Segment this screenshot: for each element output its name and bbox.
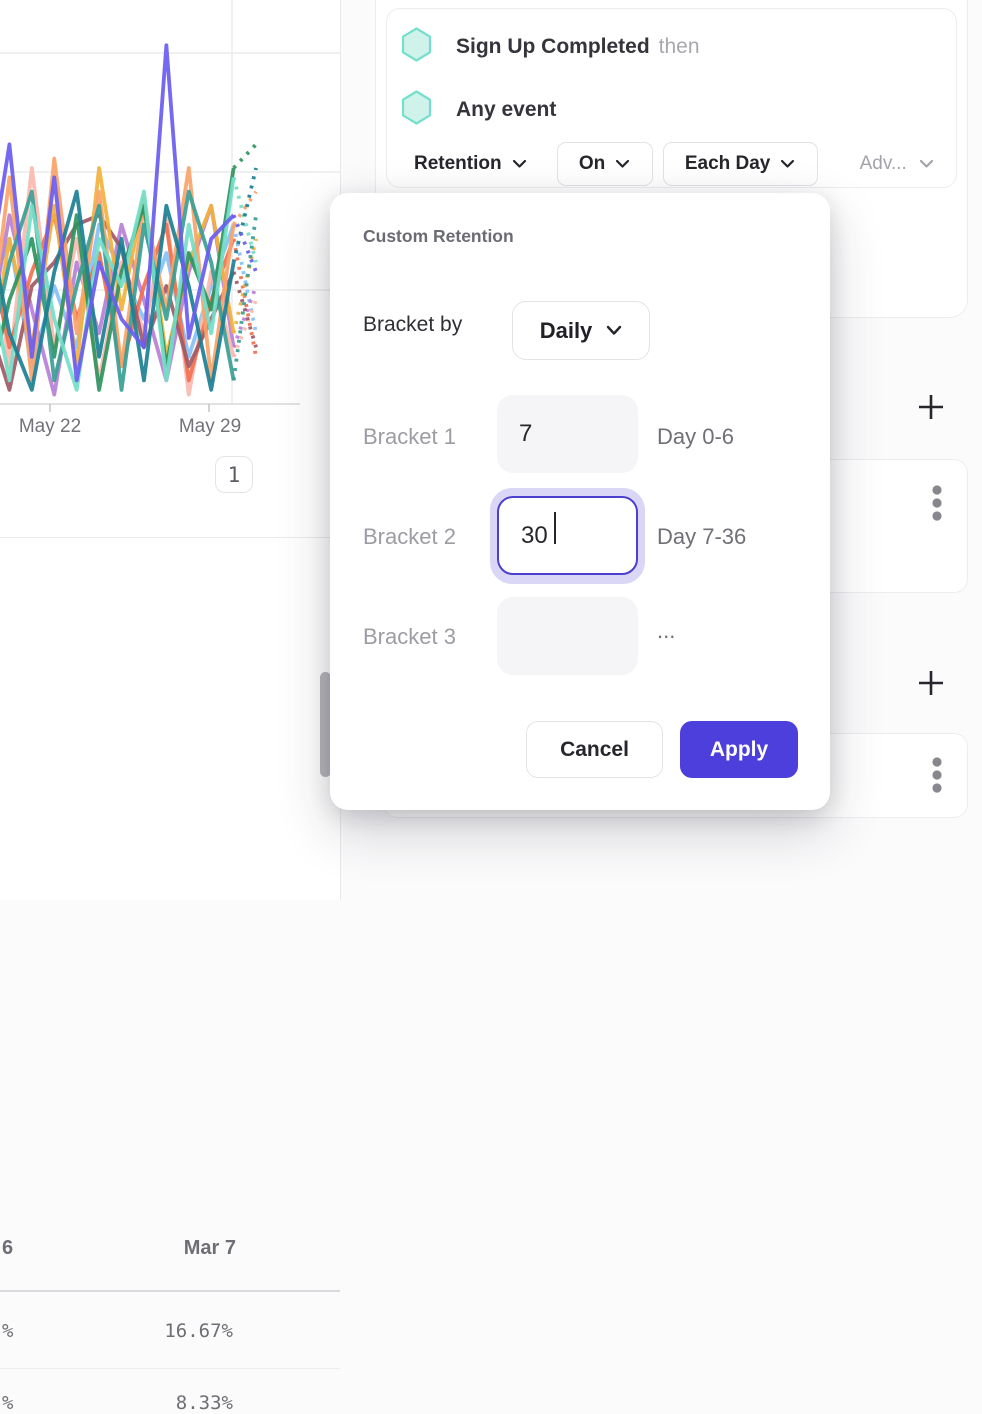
retention-table: 6 Mar 7 % 16.67% % 8.33% [0, 538, 340, 1414]
x-axis-label-may22: May 22 [18, 416, 82, 437]
panel-divider [0, 537, 341, 538]
chart-page-indicator[interactable]: 1 [215, 456, 253, 493]
bracket-3-input[interactable] [497, 597, 638, 675]
chevron-down-icon [780, 159, 795, 169]
chevron-down-icon [615, 159, 630, 169]
measurement-label: Retention [414, 153, 502, 174]
granularity-dropdown[interactable]: Each Day [662, 142, 818, 186]
bracket-by-value: Daily [539, 317, 593, 343]
plus-icon [919, 395, 943, 419]
hexagon-icon [401, 27, 432, 67]
chevron-down-icon [919, 159, 934, 169]
bracket-2-focus-ring [490, 488, 645, 584]
table-scrollbar-thumb[interactable] [320, 672, 331, 777]
event-name: Sign Up Completed then [456, 35, 700, 59]
chevron-down-icon [606, 325, 622, 336]
table-header-border [0, 1290, 340, 1292]
cancel-button[interactable]: Cancel [526, 721, 663, 778]
bracket-3-range: ... [657, 618, 676, 643]
apply-button[interactable]: Apply [680, 721, 798, 778]
table-cell-value: 16.67% [164, 1320, 233, 1342]
table-cell-left-clipped: % [2, 1392, 14, 1414]
bracket-2-range: Day 7-36 [657, 524, 747, 549]
event-name-text: Sign Up Completed [456, 35, 650, 58]
bracket-1-label: Bracket 1 [363, 424, 456, 449]
custom-retention-modal: Custom Retention Bracket by Daily Bracke… [330, 193, 830, 810]
page-number: 1 [227, 462, 241, 487]
on-dropdown[interactable]: On [556, 142, 653, 186]
event-connector: then [658, 35, 700, 58]
x-axis-label-may29: May 29 [178, 416, 242, 437]
chart-series-layer [0, 43, 258, 397]
text-caret [554, 512, 556, 544]
event-step-1[interactable]: Sign Up Completed then [401, 27, 700, 67]
table-header-left-clipped: 6 [2, 1237, 14, 1259]
modal-title: Custom Retention [363, 226, 514, 246]
query-controls-row: Retention On Each Day Adv... [402, 142, 934, 186]
event-name: Any event [456, 98, 557, 121]
kebab-menu-icon[interactable] [931, 756, 943, 798]
modal-footer: Cancel Apply [330, 715, 830, 778]
chevron-down-icon [512, 159, 527, 169]
kebab-menu-icon[interactable] [931, 484, 943, 526]
advanced-dropdown[interactable]: Adv... [860, 153, 934, 175]
table-header-mar7: Mar 7 [183, 1237, 236, 1259]
bracket-1-input[interactable] [497, 395, 638, 473]
events-card: Sign Up Completed then Any event Retentio… [386, 8, 957, 188]
table-cell-value: 8.33% [175, 1392, 233, 1414]
bracket-1-range: Day 0-6 [657, 424, 735, 449]
hexagon-icon [401, 90, 432, 130]
bracket-by-label: Bracket by [363, 313, 463, 336]
event-step-2[interactable]: Any event [401, 90, 556, 130]
bracket-2-label: Bracket 2 [363, 524, 456, 549]
bracket-by-dropdown[interactable]: Daily [512, 301, 650, 360]
add-step-button[interactable] [917, 393, 945, 421]
on-label: On [578, 153, 606, 174]
table-cell-left-clipped: % [2, 1320, 14, 1342]
advanced-label: Adv... [859, 153, 907, 174]
plus-icon [919, 671, 943, 695]
table-row-border [0, 1368, 340, 1369]
add-step-button[interactable] [917, 669, 945, 697]
measurement-dropdown[interactable]: Retention [402, 153, 539, 175]
retention-chart [0, 0, 341, 412]
chart-panel: May 22 May 29 1 6 Mar 7 % 16.67% % 8.33% [0, 0, 341, 1414]
bracket-3-label: Bracket 3 [363, 624, 456, 649]
granularity-label: Each Day [684, 153, 771, 174]
bracket-2-input[interactable] [497, 496, 638, 575]
